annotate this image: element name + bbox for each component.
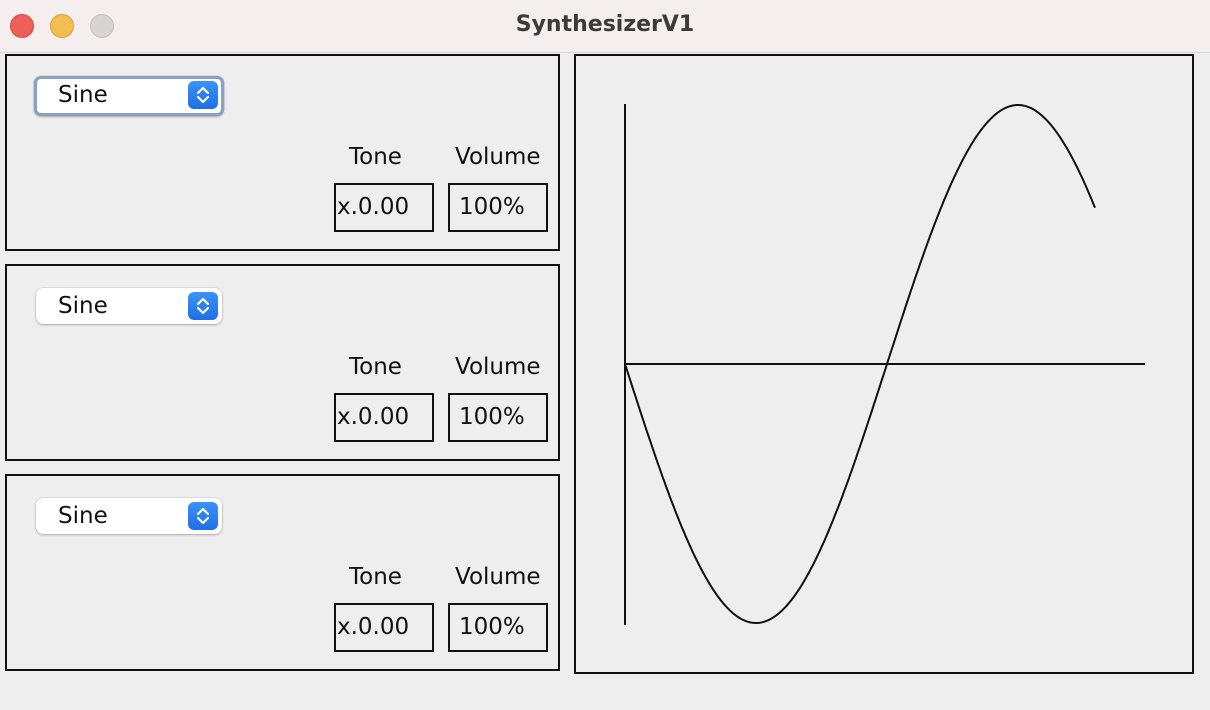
waveform-curve [624, 104, 1096, 625]
chevron-updown-icon[interactable] [188, 502, 218, 530]
volume-label: Volume [455, 144, 541, 170]
chevron-updown-icon[interactable] [188, 81, 218, 109]
window-title: SynthesizerV1 [515, 12, 695, 37]
volume-label: Volume [455, 564, 541, 590]
tone-field-3[interactable]: x.0.00 [334, 603, 434, 652]
tone-label: Tone [349, 354, 402, 380]
oscillator-panel-1: Sine Tone Volume x.0.00 100% [5, 54, 560, 251]
volume-field-3[interactable]: 100% [448, 603, 548, 652]
oscillator-panel-3: Sine Tone Volume x.0.00 100% [5, 474, 560, 671]
tone-field-1[interactable]: x.0.00 [334, 183, 434, 232]
tone-label: Tone [349, 144, 402, 170]
waveform-select-3[interactable]: Sine [36, 498, 222, 534]
waveform-select-1[interactable]: Sine [34, 76, 224, 116]
tone-field-2[interactable]: x.0.00 [334, 393, 434, 442]
title-bar: SynthesizerV1 [0, 0, 1210, 53]
waveform-select-2[interactable]: Sine [36, 288, 222, 324]
volume-field-1[interactable]: 100% [448, 183, 548, 232]
waveform-select-value: Sine [58, 293, 108, 319]
waveform-plot [624, 104, 1145, 625]
close-window-button[interactable] [10, 14, 34, 38]
waveform-display [574, 54, 1194, 674]
chevron-updown-icon[interactable] [188, 292, 218, 320]
volume-label: Volume [455, 354, 541, 380]
waveform-select-value: Sine [58, 503, 108, 529]
waveform-select-value: Sine [58, 82, 108, 108]
oscillator-panel-2: Sine Tone Volume x.0.00 100% [5, 264, 560, 461]
tone-label: Tone [349, 564, 402, 590]
minimize-window-button[interactable] [50, 14, 74, 38]
zoom-window-button[interactable] [90, 14, 114, 38]
volume-field-2[interactable]: 100% [448, 393, 548, 442]
